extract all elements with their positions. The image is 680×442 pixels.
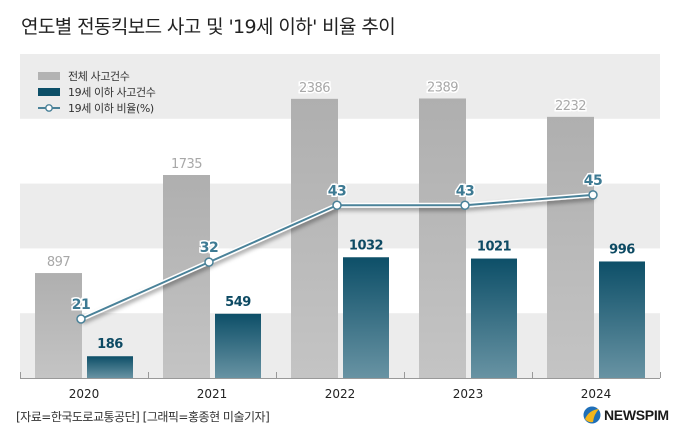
rate-point-2020 (76, 314, 86, 324)
x-tick-label-2021: 2021 (197, 387, 228, 401)
label-rate-2023: 43 (456, 183, 474, 199)
newspim-logo: NEWSPIM (583, 406, 669, 424)
label-total-2022: 2386 (299, 81, 330, 96)
legend-line-marker-icon (38, 104, 60, 112)
newspim-logo-icon (583, 406, 601, 424)
bar-youth-2023 (471, 258, 517, 378)
rate-point-2021 (204, 257, 214, 267)
rate-point-2024 (588, 190, 598, 200)
legend-item-total: 전체 사고건수 (38, 68, 155, 84)
bar-total-2024 (547, 116, 594, 378)
rate-point-2023 (460, 200, 470, 211)
label-youth-2023: 1021 (477, 240, 512, 255)
label-total-2023: 2389 (427, 80, 458, 95)
label-total-2024: 2232 (555, 99, 586, 114)
label-rate-2021: 32 (200, 240, 218, 256)
x-axis: 2020 2021 2022 2023 2024 (20, 372, 661, 401)
rate-point-2022 (332, 200, 342, 211)
label-youth-2020: 186 (97, 337, 123, 352)
x-tick-label-2024: 2024 (581, 387, 612, 401)
bar-youth-2024 (599, 261, 645, 378)
background-band (20, 54, 660, 119)
label-youth-2022: 1032 (349, 238, 383, 253)
x-tick-label-2020: 2020 (69, 387, 100, 401)
legend-item-youth: 19세 이하 사고건수 (38, 84, 156, 100)
bar-total-2022 (291, 98, 338, 378)
legend: 전체 사고건수 19세 이하 사고건수 19세 이하 비율(%) (38, 68, 156, 116)
source-credit: [자료=한국도로교통공단] [그래픽=홍종현 미술기자] (16, 410, 270, 424)
legend-swatch-total (38, 72, 60, 80)
label-total-2021: 1735 (171, 157, 202, 172)
legend-label-youth: 19세 이하 사고건수 (68, 86, 156, 99)
bar-youth-2022 (343, 257, 389, 378)
legend-label-rate: 19세 이하 비율(%) (68, 102, 154, 115)
data-labels: 897 186 1735 549 2386 1032 2389 1021 2232 996 21 32… (45, 79, 635, 352)
x-tick-label-2022: 2022 (325, 387, 356, 401)
label-total-2020: 897 (47, 255, 71, 270)
label-youth-2021: 549 (225, 295, 251, 310)
bars (35, 98, 645, 378)
legend-swatch-youth (38, 88, 60, 96)
newspim-logo-text: NEWSPIM (604, 407, 669, 423)
legend-label-total: 전체 사고건수 (68, 70, 130, 83)
bar-total-2021 (163, 175, 210, 378)
x-tick-label-2023: 2023 (453, 387, 484, 401)
label-youth-2024: 996 (609, 242, 635, 257)
label-rate-2020: 21 (72, 297, 90, 313)
label-rate-2024: 45 (584, 173, 602, 189)
chart-title: 연도별 전동킥보드 사고 및 '19세 이하' 비율 추이 (21, 16, 396, 38)
rate-line (76, 190, 598, 324)
bar-youth-2020 (87, 356, 133, 378)
bar-total-2023 (419, 98, 466, 378)
bar-youth-2021 (215, 313, 261, 378)
label-rate-2022: 43 (328, 183, 346, 199)
legend-item-rate: 19세 이하 비율(%) (38, 100, 155, 116)
bar-total-2020 (35, 273, 82, 378)
